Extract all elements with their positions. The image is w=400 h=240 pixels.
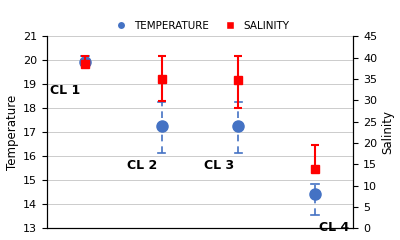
Text: CL 1: CL 1 bbox=[50, 84, 81, 97]
Y-axis label: Salinity: Salinity bbox=[382, 110, 394, 154]
Text: CL 3: CL 3 bbox=[204, 159, 234, 172]
Text: CL 4: CL 4 bbox=[319, 221, 349, 234]
Legend: TEMPERATURE, SALINITY: TEMPERATURE, SALINITY bbox=[106, 17, 294, 35]
Y-axis label: Temperature: Temperature bbox=[6, 95, 18, 170]
Text: CL 2: CL 2 bbox=[127, 159, 157, 172]
